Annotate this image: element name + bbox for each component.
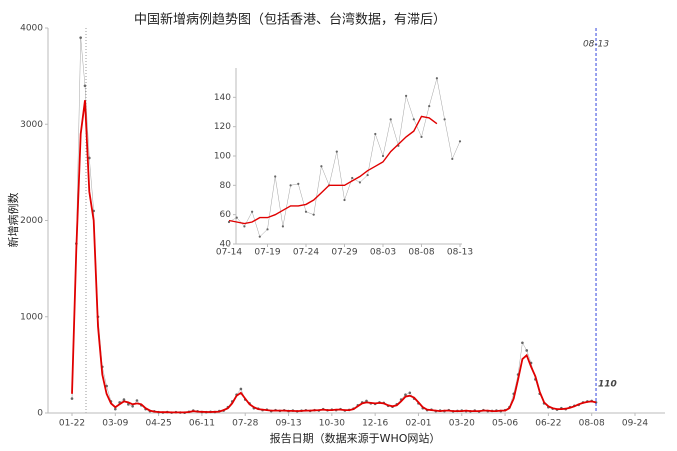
data-point xyxy=(405,94,408,97)
data-thin-line xyxy=(228,78,461,238)
x-tick-label: 12-16 xyxy=(362,419,388,429)
x-tick-label: 03-09 xyxy=(102,419,128,429)
x-tick-label: 07-19 xyxy=(254,248,280,258)
y-tick-label: 0 xyxy=(37,409,43,419)
x-tick-label: 08-03 xyxy=(370,248,396,258)
data-point xyxy=(374,132,377,136)
x-tick-label: 02-01 xyxy=(405,419,431,429)
data-point xyxy=(408,391,412,395)
x-tick-label: 01-22 xyxy=(59,419,85,429)
y-tick-label: 40 xyxy=(220,240,232,250)
x-tick-label: 08-08 xyxy=(579,419,605,429)
data-point xyxy=(289,184,292,187)
y-tick-label: 120 xyxy=(214,122,231,132)
data-point xyxy=(458,140,462,143)
data-point xyxy=(404,393,407,397)
data-point xyxy=(389,118,392,121)
x-tick-label: 05-06 xyxy=(492,419,518,429)
value-annotation: 110 xyxy=(598,380,617,390)
data-point xyxy=(258,235,261,238)
x-tick-label: 04-25 xyxy=(146,419,172,429)
data-point xyxy=(251,210,254,213)
x-tick-label: 07-14 xyxy=(216,248,242,258)
data-point xyxy=(366,173,369,177)
x-tick-label: 03-20 xyxy=(449,419,475,429)
x-tick-label: 09-24 xyxy=(622,419,648,429)
trend-line xyxy=(71,100,597,414)
date-annotation: 08-13 xyxy=(583,40,609,50)
data-thin-line xyxy=(71,37,597,413)
data-point xyxy=(79,36,82,39)
data-point xyxy=(105,384,108,388)
data-point xyxy=(304,210,308,213)
y-tick-label: 1000 xyxy=(20,312,43,322)
data-point xyxy=(239,387,243,391)
data-point xyxy=(381,154,385,158)
x-tick-label: 07-29 xyxy=(331,248,357,258)
data-point xyxy=(274,175,277,178)
data-point xyxy=(443,118,446,121)
data-point xyxy=(70,397,74,400)
data-point xyxy=(127,403,130,406)
data-point xyxy=(266,228,269,231)
data-point xyxy=(131,404,134,408)
y-tick-label: 3000 xyxy=(20,120,43,130)
data-point xyxy=(451,157,454,161)
x-tick-label: 06-22 xyxy=(535,419,561,429)
chart-title: 中国新增病例趋势图（包括香港、台湾数据，有滞后） xyxy=(134,12,446,28)
data-point xyxy=(525,349,529,352)
trend-line xyxy=(228,115,438,225)
y-tick-label: 100 xyxy=(214,152,231,162)
data-point xyxy=(281,225,284,228)
data-point xyxy=(358,181,361,184)
data-point xyxy=(521,341,524,345)
x-tick-label: 06-11 xyxy=(189,419,215,429)
data-point xyxy=(135,399,139,402)
data-point xyxy=(297,182,300,185)
data-point xyxy=(420,135,423,139)
y-tick-label: 60 xyxy=(220,210,232,220)
x-axis-label: 报告日期（数据来源于WHO网站） xyxy=(270,431,441,445)
x-tick-label: 10-30 xyxy=(319,419,345,429)
data-point xyxy=(435,77,438,80)
data-point xyxy=(343,198,346,202)
y-tick-label: 80 xyxy=(220,181,232,191)
x-tick-label: 08-13 xyxy=(447,248,473,258)
data-point xyxy=(114,407,117,411)
data-point xyxy=(227,220,231,224)
data-point xyxy=(412,118,415,121)
y-tick-label: 4000 xyxy=(20,24,43,34)
y-tick-label: 2000 xyxy=(20,216,43,226)
data-point xyxy=(320,165,323,168)
data-point xyxy=(428,105,431,108)
y-tick-label: 140 xyxy=(214,93,231,103)
x-tick-label: 07-24 xyxy=(293,248,319,258)
data-point xyxy=(235,216,238,219)
x-tick-label: 08-08 xyxy=(408,248,434,258)
data-point xyxy=(351,176,354,180)
data-point xyxy=(83,84,87,88)
y-axis-label: 新增病例数 xyxy=(6,193,20,248)
x-tick-label: 09-13 xyxy=(275,419,301,429)
x-tick-label: 07-28 xyxy=(232,419,258,429)
data-point xyxy=(243,225,246,228)
data-point xyxy=(88,156,91,160)
data-point xyxy=(312,213,315,216)
data-point xyxy=(335,150,338,153)
data-point xyxy=(122,398,126,401)
